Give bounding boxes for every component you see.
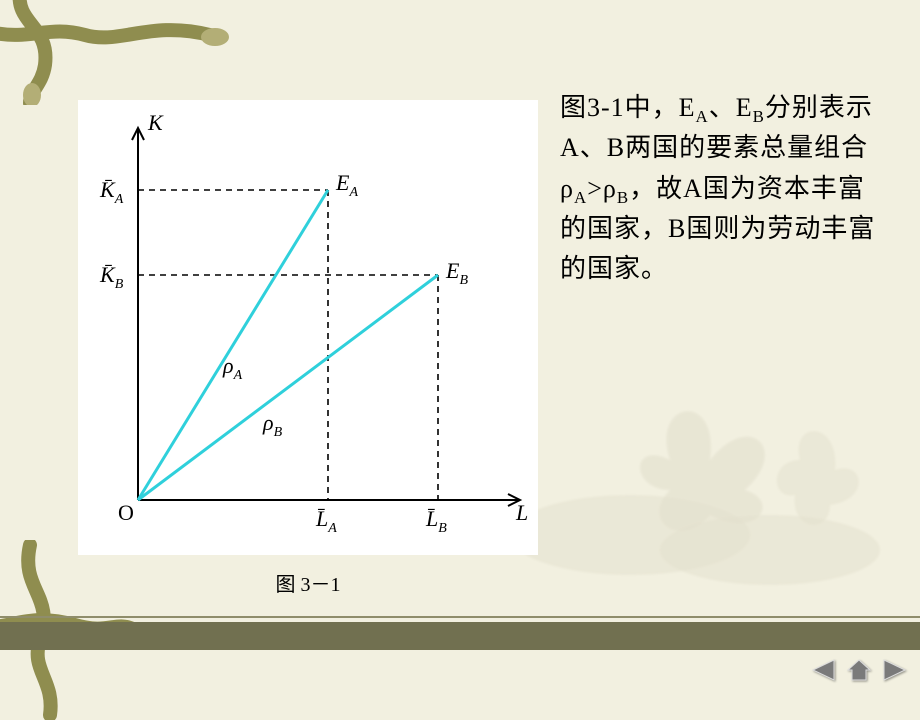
chart-caption: 图 3－1 [78, 568, 538, 597]
desc-frag: >ρ [587, 174, 617, 203]
desc-sub: B [617, 188, 629, 207]
background-lotus-image [520, 340, 880, 600]
nav-controls [808, 656, 910, 684]
triangle-left-icon [810, 658, 836, 682]
decorative-divider-line [0, 616, 920, 618]
decorative-bottom-band [0, 622, 920, 650]
la-label: L̄A [315, 506, 337, 536]
rhob-label: ρB [262, 410, 283, 440]
nav-next-button[interactable] [880, 656, 910, 684]
rhoa-label: ρA [222, 353, 243, 383]
decorative-vine-top-left [0, 0, 250, 105]
desc-sub: A [574, 188, 587, 207]
description-text: 图3-1中，EA、EB分别表示A、B两国的要素总量组合ρA>ρB，故A国为资本丰… [560, 88, 890, 289]
kb-label: K̄B [99, 262, 124, 292]
nav-prev-button[interactable] [808, 656, 838, 684]
desc-sub: A [696, 107, 709, 126]
ea-label: EA [335, 170, 358, 200]
triangle-right-icon [882, 658, 908, 682]
ka-label: K̄A [99, 177, 124, 207]
desc-frag: 、E [709, 93, 753, 122]
eb-label: EB [445, 258, 468, 288]
axis-x-label: L [515, 500, 528, 525]
chart-caption-text: 图 3－1 [276, 574, 341, 596]
home-icon [846, 658, 872, 682]
origin-label: O [118, 500, 134, 525]
lb-label: L̄B [425, 506, 447, 536]
axis-y-label: K [147, 110, 164, 135]
desc-frag: 图3-1中，E [560, 93, 696, 122]
desc-sub: B [753, 107, 765, 126]
nav-home-button[interactable] [844, 656, 874, 684]
chart-figure: K L O K̄A K̄B L̄A L̄B EA EB ρA ρB [78, 100, 538, 555]
